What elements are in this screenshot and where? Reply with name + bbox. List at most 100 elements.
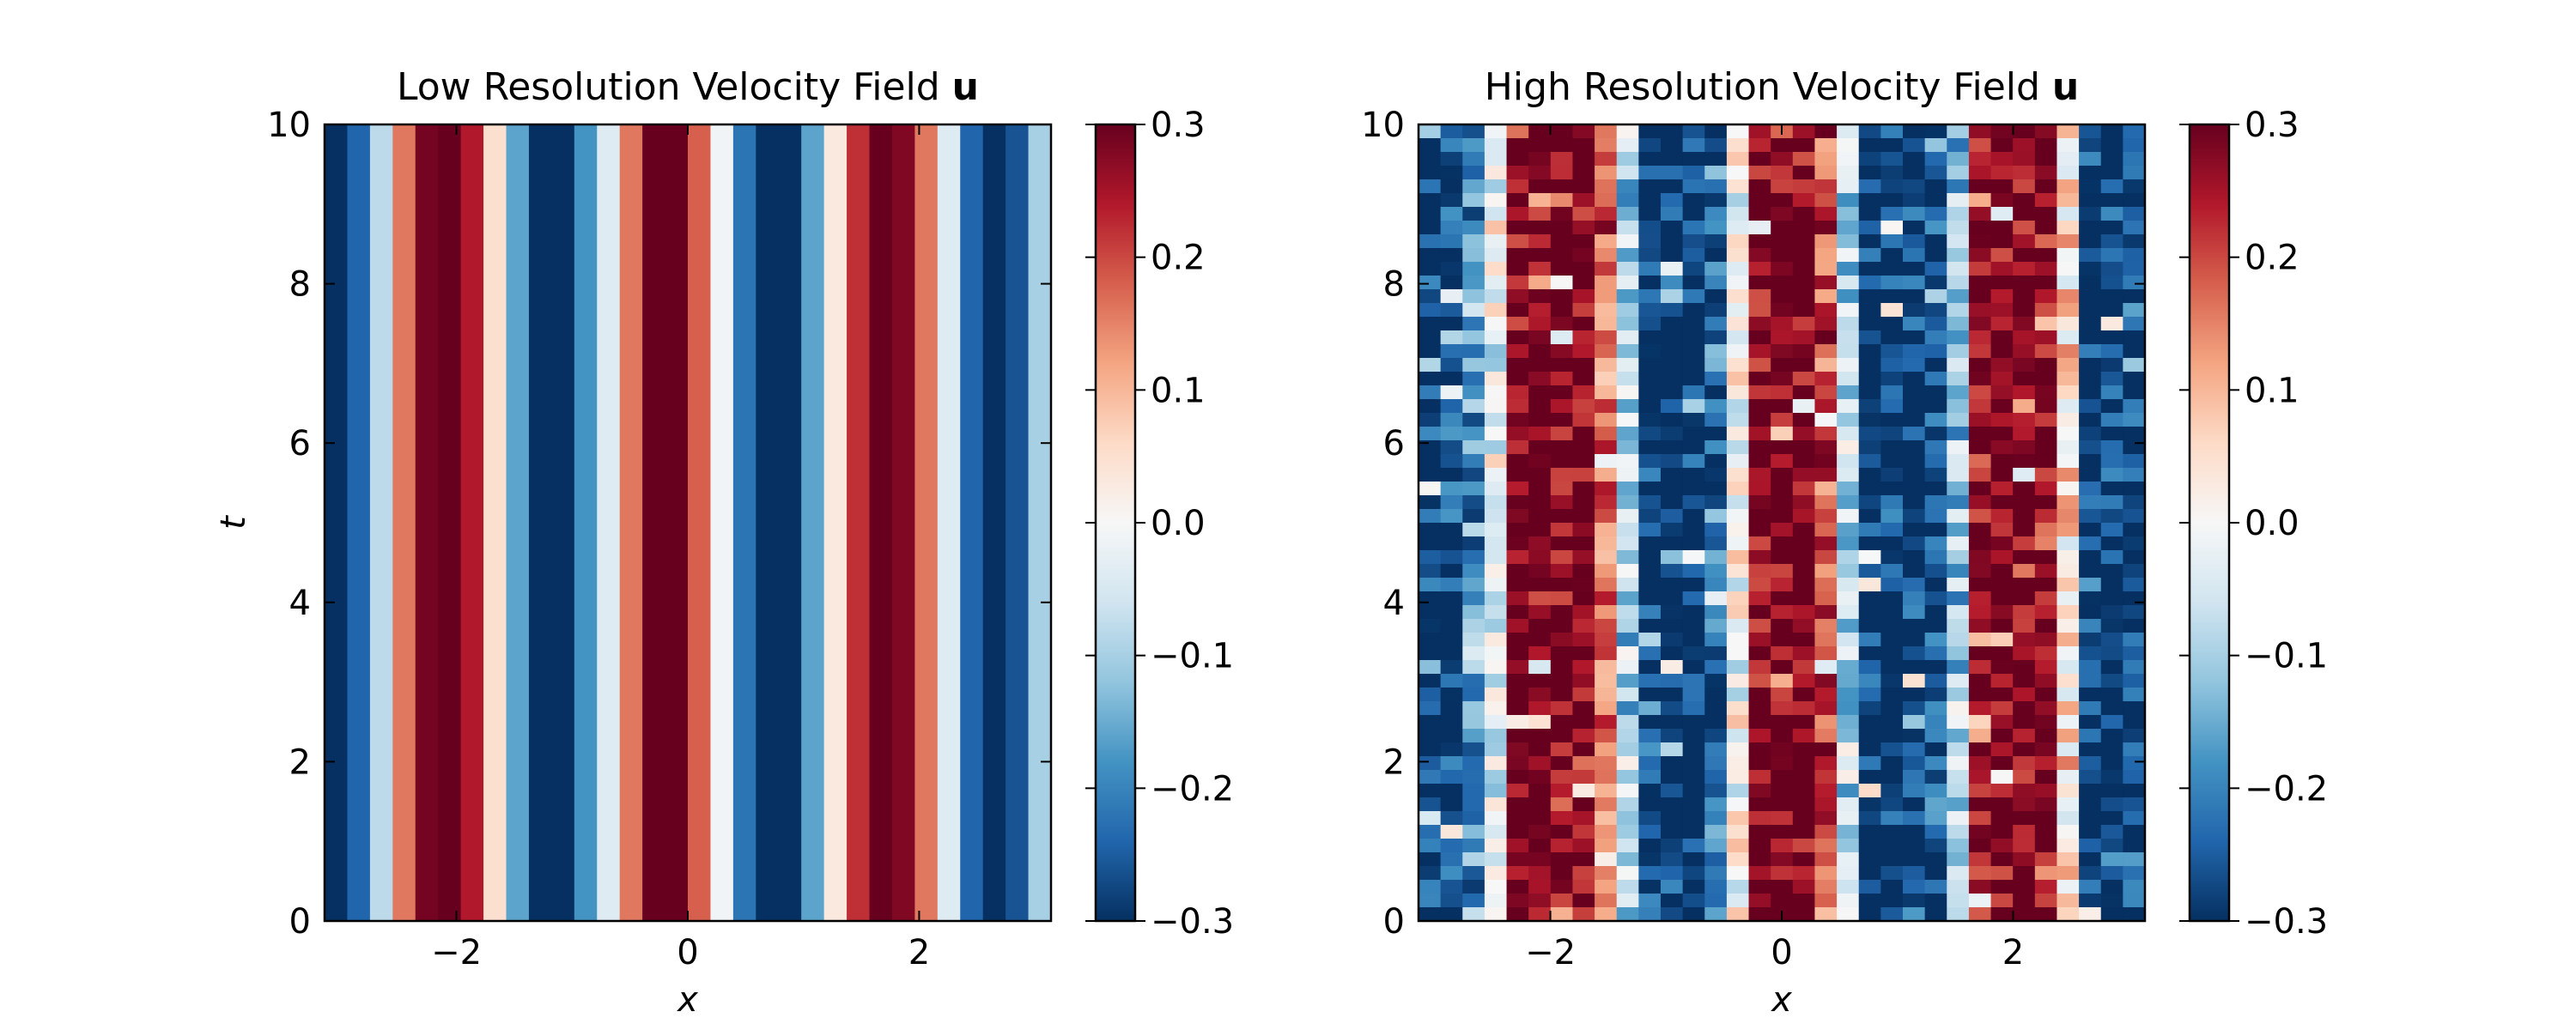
heatmap-cell (1726, 344, 1750, 359)
heatmap-cell (1616, 536, 1639, 551)
heatmap-cell (1947, 688, 1970, 702)
heatmap-cell (1484, 852, 1508, 867)
heatmap-cell (2123, 372, 2146, 386)
heatmap-cell (1419, 124, 1442, 139)
heatmap-cell (1638, 756, 1662, 771)
heatmap-cell (1903, 179, 1926, 194)
heatmap-cell (1572, 523, 1595, 537)
heatmap-cell (1814, 688, 1838, 702)
heatmap-cell (1595, 674, 1618, 688)
heatmap-cell (1572, 179, 1595, 194)
heatmap-cell (1947, 866, 1970, 881)
heatmap-cell (1506, 152, 1529, 167)
heatmap-cell (1990, 413, 2014, 427)
y-tick-label: 6 (1383, 424, 1405, 464)
heatmap-cell (2079, 372, 2102, 386)
heatmap-cell (2057, 770, 2080, 785)
heatmap-cell (2100, 454, 2123, 469)
heatmap-cell (1550, 124, 1574, 139)
heatmap-cell (2079, 207, 2102, 221)
heatmap-cell (1704, 344, 1728, 359)
heatmap-cell (1903, 193, 1926, 208)
heatmap-cell (2100, 399, 2123, 414)
heatmap-cell (1484, 413, 1508, 427)
heatmap-cell (1837, 894, 1860, 908)
heatmap-cell (1924, 289, 1947, 304)
heatmap-cell (1771, 509, 1794, 524)
heatmap-cell (2100, 482, 2123, 496)
heatmap-cell (1880, 646, 1904, 661)
heatmap-cell (1814, 839, 1838, 853)
heatmap-cell (1990, 468, 2014, 482)
heatmap-cell (1440, 523, 1463, 537)
heatmap-cell (1462, 619, 1485, 633)
heatmap-cell (1506, 289, 1529, 304)
heatmap-cell (1990, 193, 2014, 208)
heatmap-cell (1771, 839, 1794, 853)
heatmap-cell (2057, 262, 2080, 276)
heatmap-cell (1814, 221, 1838, 235)
heatmap-cell (1462, 729, 1485, 743)
heatmap-cell (1528, 605, 1552, 620)
heatmap-cell (1419, 358, 1442, 373)
heatmap-cell (1484, 207, 1508, 221)
heatmap-cell (1726, 138, 1750, 153)
heatmap-cell (1682, 399, 1705, 414)
heatmap-cell (2123, 619, 2146, 633)
heatmap-cell (1837, 495, 1860, 510)
heatmap-cell (1858, 674, 1881, 688)
heatmap-cell (1947, 633, 1970, 647)
heatmap-cell (1903, 619, 1926, 633)
heatmap-cell (1792, 138, 1816, 153)
heatmap-cell (1880, 482, 1904, 496)
heatmap-cell (1924, 866, 1947, 881)
heatmap-cell (1771, 440, 1794, 455)
heatmap-cell (1726, 866, 1750, 881)
heatmap-cell (2057, 193, 2080, 208)
heatmap-cell (1726, 276, 1750, 290)
heatmap-cell (2123, 907, 2146, 922)
heatmap-cell (1638, 729, 1662, 743)
heatmap-cell (1814, 495, 1838, 510)
heatmap-cell (1638, 427, 1662, 441)
heatmap-cell (1661, 674, 1684, 688)
heatmap-cell (1792, 399, 1816, 414)
heatmap-cell (1990, 495, 2014, 510)
heatmap-cell (1748, 413, 1771, 427)
heatmap-cell (1880, 166, 1904, 180)
heatmap-cell (1880, 550, 1904, 565)
heatmap-cell (1903, 770, 1926, 785)
heatmap-cell (1924, 784, 1947, 798)
heatmap-cell (1506, 591, 1529, 606)
heatmap-cell (2013, 880, 2036, 894)
heatmap-cell (1484, 152, 1508, 167)
heatmap-cell (1616, 427, 1639, 441)
heatmap-cell (1748, 646, 1771, 661)
heatmap-cell (1726, 564, 1750, 579)
heatmap-cell (1661, 207, 1684, 221)
heatmap-cell (1638, 468, 1662, 482)
heatmap-cell (1638, 234, 1662, 249)
heatmap-stripe (937, 124, 961, 921)
heatmap-cell (1903, 674, 1926, 688)
heatmap-cell (1771, 289, 1794, 304)
heatmap-cell (1792, 317, 1816, 331)
heatmap-cell (1748, 358, 1771, 373)
heatmap-cell (1858, 797, 1881, 812)
colorbar-ticks: 0.30.20.10.0−0.1−0.2−0.3 (1085, 106, 1234, 942)
heatmap-cell (1595, 880, 1618, 894)
heatmap-cell (1858, 564, 1881, 579)
heatmap-cell (1595, 839, 1618, 853)
heatmap-cell (2013, 440, 2036, 455)
heatmap-cell (1440, 358, 1463, 373)
heatmap-cell (1924, 880, 1947, 894)
heatmap-cell (1506, 729, 1529, 743)
heatmap-cell (1704, 701, 1728, 716)
heatmap-cell (1726, 303, 1750, 318)
heatmap-cell (1550, 468, 1574, 482)
heatmap-cell (2057, 468, 2080, 482)
heatmap-cell (2123, 742, 2146, 757)
heatmap-cell (1771, 166, 1794, 180)
heatmap-cell (2013, 454, 2036, 469)
heatmap-stripe (960, 124, 984, 921)
